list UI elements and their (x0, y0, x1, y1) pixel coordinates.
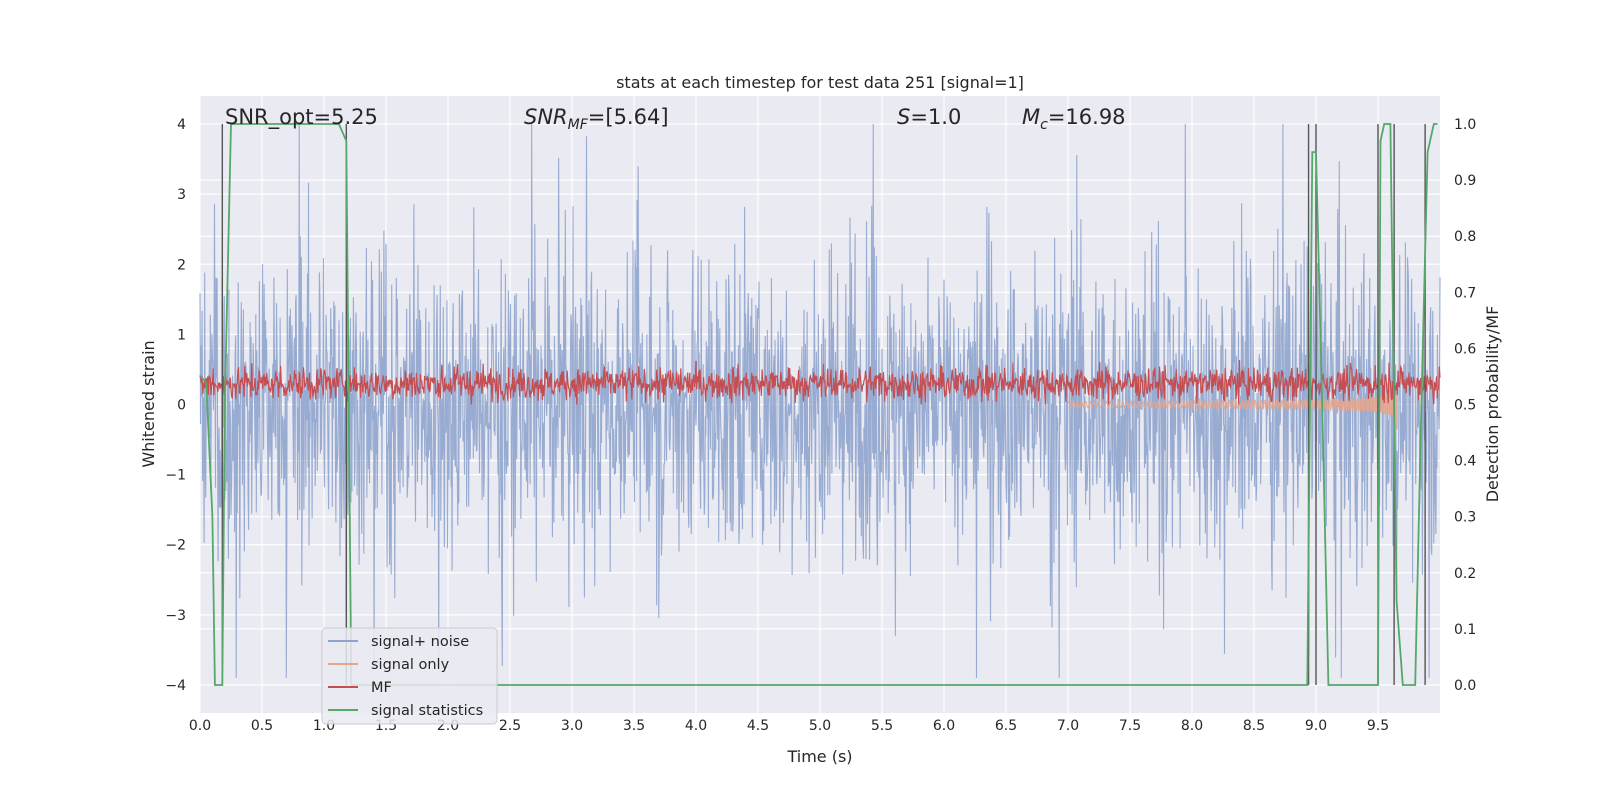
y-tick-label-right: 0.7 (1454, 285, 1476, 301)
snr-mf-value: =[5.64] (588, 105, 669, 129)
series-signal-only (1067, 382, 1398, 430)
s-value: =1.0 (910, 105, 961, 129)
x-tick-label: 4.0 (685, 718, 707, 734)
legend-box (321, 627, 498, 725)
snr-mf-subscript: MF (568, 117, 589, 133)
x-tick-label: 3.0 (561, 718, 583, 734)
x-tick-label: 0.5 (251, 718, 273, 734)
legend-label-mf: MF (371, 680, 392, 696)
series-mf (199, 359, 1441, 405)
legend-label-signal-noise: signal+ noise (371, 634, 469, 650)
y-tick-label-right: 1.0 (1454, 117, 1476, 133)
x-tick-label: 5.0 (809, 718, 831, 734)
series-line-signal-statistics (199, 123, 1438, 686)
annotation-snr-mf: SNRMF=[5.64] (524, 105, 669, 133)
series-line-mf (199, 359, 1441, 405)
x-tick-label: 9.0 (1305, 718, 1327, 734)
y-tick-label-left: −4 (165, 678, 186, 694)
legend-label-signal-only: signal only (371, 657, 450, 673)
y-ticks-right: 0.0 0.1 0.2 0.3 0.4 0.5 0.6 0.7 0.8 0.9 1.0 (1454, 117, 1476, 694)
y-tick-label-left: 2 (177, 257, 186, 273)
y-ticks-left: −4 −3 −2 −1 0 1 2 3 4 (165, 117, 186, 694)
y-tick-label-right: 0.2 (1454, 566, 1476, 582)
y-tick-label-right: 0.8 (1454, 229, 1476, 245)
mc-value: =16.98 (1048, 105, 1126, 129)
y-tick-label-right: 0.3 (1454, 510, 1476, 526)
x-tick-label: 2.5 (499, 718, 521, 734)
x-tick-label: 6.0 (933, 718, 955, 734)
x-tick-label: 7.5 (1119, 718, 1141, 734)
y-tick-label-left: 1 (177, 327, 186, 343)
y-tick-label-left: 4 (177, 117, 186, 133)
x-tick-label: 3.5 (623, 718, 645, 734)
x-tick-label: 6.5 (995, 718, 1017, 734)
y-tick-label-left: 0 (177, 398, 186, 414)
y-tick-label-right: 0.0 (1454, 678, 1476, 694)
x-tick-label: 4.5 (747, 718, 769, 734)
x-tick-label: 0.0 (189, 718, 211, 734)
y-tick-label-left: −2 (165, 538, 186, 554)
mc-subscript: c (1040, 117, 1048, 133)
y-axis-label-right: Detection probability/MF (1483, 306, 1502, 503)
chart-title: stats at each timestep for test data 251… (616, 73, 1024, 92)
x-tick-label: 9.5 (1367, 718, 1389, 734)
y-axis-label-left: Whitened strain (139, 340, 158, 467)
legend-label-signal-statistics: signal statistics (371, 703, 483, 719)
y-tick-label-right: 0.4 (1454, 454, 1476, 470)
y-tick-label-left: 3 (177, 187, 186, 203)
annotation-s: S=1.0 (897, 105, 961, 129)
y-tick-label-left: −3 (165, 608, 186, 624)
annotation-snr-opt: SNR_opt=5.25 (225, 105, 378, 130)
x-tick-label: 5.5 (871, 718, 893, 734)
y-tick-label-right: 0.9 (1454, 173, 1476, 189)
s-symbol: S (897, 105, 910, 129)
y-tick-label-right: 0.5 (1454, 398, 1476, 414)
y-tick-label-right: 0.6 (1454, 341, 1476, 357)
x-tick-label: 8.0 (1181, 718, 1203, 734)
y-tick-label-right: 0.1 (1454, 622, 1476, 638)
x-tick-label: 7.0 (1057, 718, 1079, 734)
x-tick-label: 8.5 (1243, 718, 1265, 734)
mc-symbol: M (1022, 105, 1040, 129)
series-signal-statistics (199, 123, 1438, 686)
legend: signal+ noise signal only MF signal stat… (321, 627, 498, 725)
annotation-mc: Mc=16.98 (1022, 105, 1126, 133)
snr-mf-symbol: SNR (524, 105, 568, 129)
x-ticks: 0.0 0.5 1.0 1.5 2.0 2.5 3.0 3.5 4.0 4.5 5.0 5.5 6.0 6… (189, 718, 1389, 734)
x-axis-label: Time (s) (786, 747, 852, 766)
y-tick-label-left: −1 (165, 468, 186, 484)
series-line-signal-only (1067, 382, 1398, 430)
